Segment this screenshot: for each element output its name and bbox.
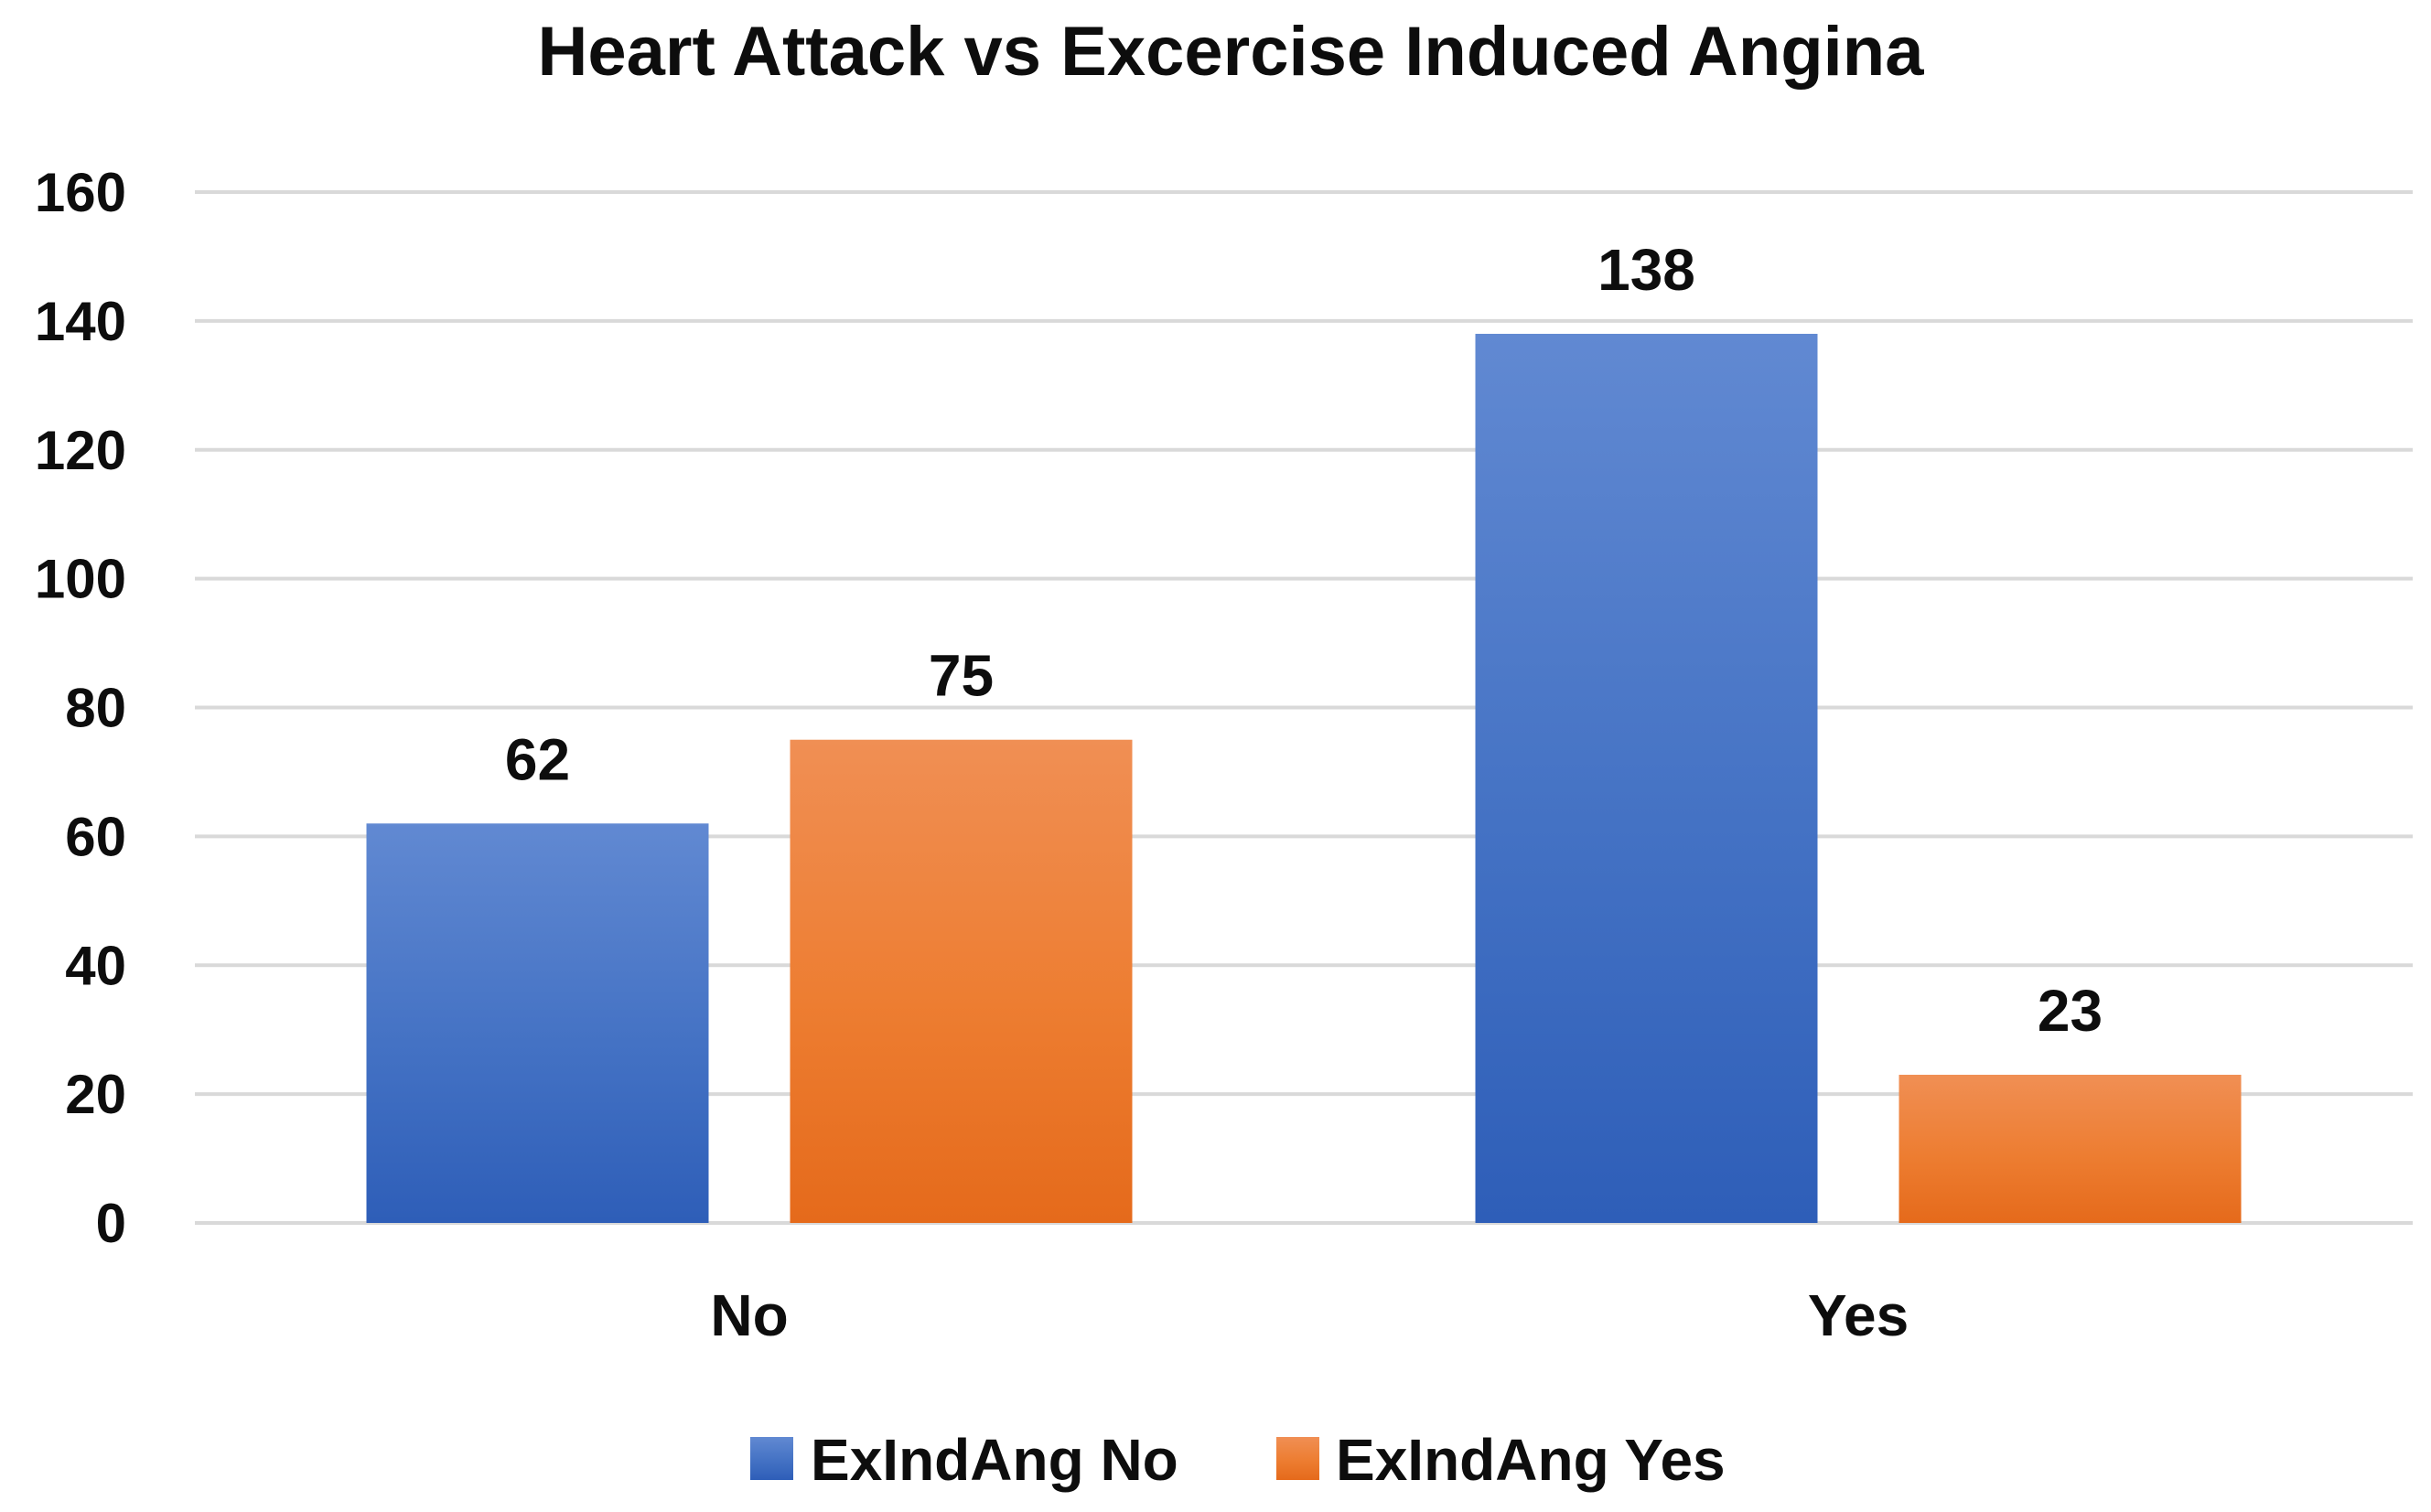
data-label: 138	[1597, 237, 1695, 303]
legend-label: ExIndAng Yes	[1336, 1427, 1726, 1493]
data-label: 75	[929, 643, 994, 709]
legend-label: ExIndAng No	[811, 1427, 1178, 1493]
bar-yes-exindang-no	[1475, 333, 1818, 1223]
legend-swatch-exindang-no	[750, 1437, 793, 1480]
y-tick-label: 60	[65, 806, 126, 867]
y-tick-label: 40	[65, 935, 126, 996]
y-tick-label: 160	[35, 162, 126, 223]
y-tick-label: 20	[65, 1064, 126, 1125]
y-tick-label: 120	[35, 420, 126, 481]
y-tick-label: 80	[65, 678, 126, 739]
x-axis-categories: No Yes	[710, 1282, 1909, 1348]
legend: ExIndAng No ExIndAng Yes	[750, 1427, 1726, 1493]
data-label: 62	[505, 726, 570, 792]
x-category-label: Yes	[1808, 1282, 1909, 1348]
data-label: 23	[2038, 978, 2103, 1044]
bars	[366, 333, 2242, 1223]
y-tick-label: 100	[35, 549, 126, 610]
bar-no-exindang-no	[366, 823, 709, 1223]
bar-yes-exindang-yes	[1899, 1074, 2242, 1223]
x-category-label: No	[710, 1282, 788, 1348]
data-labels: 62 75 138 23	[505, 237, 2103, 1044]
y-tick-label: 140	[35, 291, 126, 352]
y-tick-label: 0	[96, 1193, 126, 1254]
legend-swatch-exindang-yes	[1276, 1437, 1319, 1480]
y-axis-ticks: 0 20 40 60 80 100 120 140 160	[35, 162, 126, 1254]
chart-title: Heart Attack vs Excercise Induced Angina	[538, 13, 1925, 91]
bar-no-exindang-yes	[790, 739, 1133, 1223]
